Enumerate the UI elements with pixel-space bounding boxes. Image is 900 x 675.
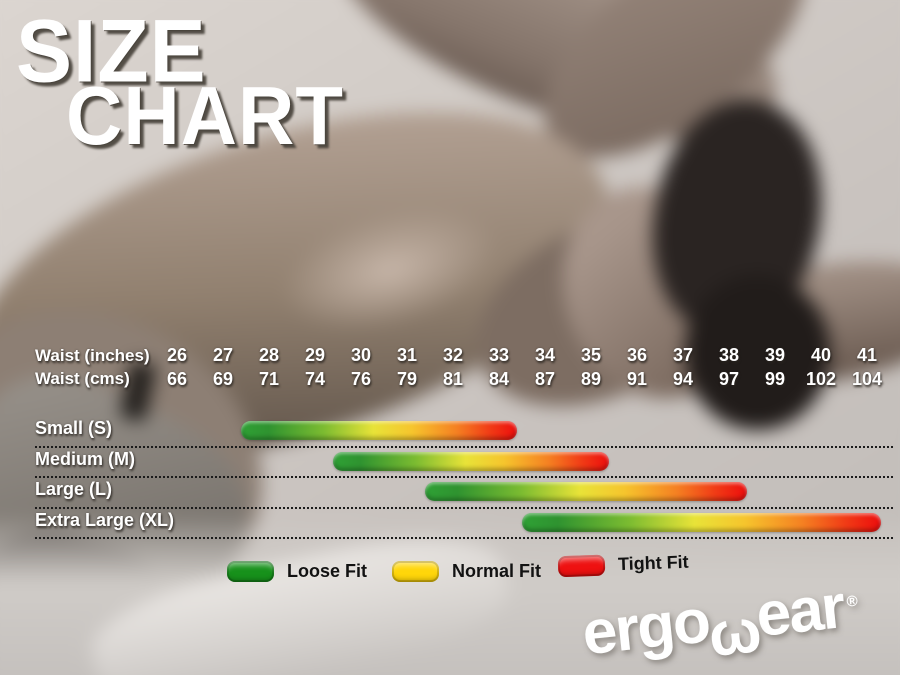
waist-cms-value: 89 (580, 369, 602, 389)
waist-cms-value: 94 (672, 369, 694, 389)
waist-cms-value: 69 (212, 369, 234, 389)
waist-inches-value: 32 (442, 345, 464, 365)
legend-item-loose-fit: Loose Fit (227, 561, 367, 582)
dotted-separator (35, 537, 893, 540)
waist-inches-value: 37 (672, 345, 694, 365)
waist-cms-value: 99 (764, 369, 786, 389)
page-title-line1: SIZE (16, 0, 207, 101)
dotted-separator (35, 445, 893, 448)
waist-inches-value: 31 (396, 345, 418, 365)
waist-cms-value: 76 (350, 369, 372, 389)
waist-cms-value: 81 (442, 369, 464, 389)
waist-inches-value: 29 (304, 345, 326, 365)
logo-text-prefix: ergo (579, 586, 713, 669)
waist-cms-value: 84 (488, 369, 510, 389)
tight-fit-swatch-icon (557, 554, 606, 578)
waist-inches-value: 39 (764, 345, 786, 365)
waist-inches-value: 30 (350, 345, 372, 365)
logo-omega-w-glyph: ω (705, 596, 763, 671)
size-row-label: Medium (M) (35, 448, 135, 469)
waist-cms-value: 87 (534, 369, 556, 389)
size-range-bar (241, 421, 518, 440)
size-range-bar (333, 451, 610, 471)
waist-inches-value: 36 (626, 345, 648, 365)
normal-fit-swatch-icon (392, 561, 439, 582)
registered-trademark-icon: ® (845, 592, 859, 611)
waist-inches-value: 34 (534, 345, 556, 365)
waist-inches-value: 41 (856, 345, 878, 365)
dotted-separator (35, 506, 893, 509)
legend-label: Normal Fit (452, 561, 542, 581)
legend-item-normal-fit: Normal Fit (392, 561, 541, 582)
waist-inches-value: 26 (166, 345, 188, 365)
waist-cms-value: 104 (851, 369, 883, 389)
waist-inches-value: 33 (488, 345, 510, 365)
waist-inches-value: 35 (580, 345, 602, 365)
waist-inches-label: Waist (inches) (35, 346, 150, 365)
dotted-separator (35, 476, 893, 479)
waist-cms-value: 91 (626, 369, 648, 389)
logo-text-suffix: ear (752, 572, 847, 651)
waist-cms-value: 66 (166, 369, 188, 389)
size-row-label: Large (L) (35, 479, 113, 500)
waist-cms-value: 97 (718, 369, 740, 389)
waist-cms-value: 79 (396, 369, 418, 389)
size-row-label: Small (S) (35, 418, 113, 438)
waist-inches-value: 27 (212, 345, 234, 365)
waist-cms-value: 102 (805, 369, 837, 389)
size-range-bar (425, 482, 748, 502)
size-row-label: Extra Large (XL) (35, 509, 175, 530)
loose-fit-swatch-icon (227, 561, 274, 582)
waist-cms-value: 74 (304, 369, 326, 389)
page-title-line2: CHART (66, 68, 344, 162)
hair-lower-shape (685, 275, 830, 430)
waist-cms-label: Waist (cms) (35, 369, 130, 388)
waist-inches-value: 28 (258, 345, 280, 365)
size-range-bar (522, 512, 881, 532)
waist-cms-value: 71 (258, 369, 280, 389)
waist-inches-value: 38 (718, 345, 740, 365)
legend-label: Tight Fit (617, 551, 689, 575)
legend-label: Loose Fit (287, 561, 367, 581)
waist-inches-value: 40 (810, 345, 832, 365)
